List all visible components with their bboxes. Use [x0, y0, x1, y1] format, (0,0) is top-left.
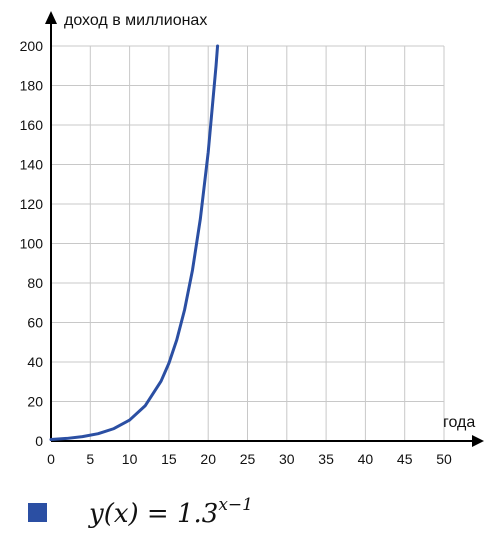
y-tick-label: 0 — [35, 433, 43, 449]
x-tick-label: 25 — [240, 451, 256, 467]
x-tick-label: 45 — [397, 451, 413, 467]
y-tick-label: 80 — [27, 275, 43, 291]
x-tick-label: 20 — [200, 451, 216, 467]
y-tick-label: 60 — [27, 315, 43, 331]
x-tick-label: 5 — [86, 451, 94, 467]
x-axis-title: года — [443, 414, 475, 431]
legend-label-exponent: x−1 — [218, 495, 253, 515]
y-tick-label: 140 — [20, 157, 44, 173]
x-tick-label: 40 — [358, 451, 374, 467]
x-tick-label: 0 — [47, 451, 55, 467]
series-group — [49, 44, 220, 441]
y-tick-label: 40 — [27, 354, 43, 370]
x-tick-label: 50 — [436, 451, 452, 467]
legend-label-base: y(x) = 1.3 — [88, 499, 218, 529]
x-tick-label: 30 — [279, 451, 295, 467]
legend: y(x) = 1.3x−1 — [28, 495, 253, 529]
legend-label: y(x) = 1.3x−1 — [88, 495, 253, 529]
y-tick-label: 160 — [20, 117, 44, 133]
y-tick-labels: 0 20 40 60 80 100 120 140 160 180 200 — [20, 38, 44, 449]
series-line — [49, 44, 220, 441]
y-tick-label: 200 — [20, 38, 44, 54]
x-tick-label: 35 — [318, 451, 334, 467]
x-tick-labels: 0 5 10 15 20 25 30 35 40 45 50 — [47, 451, 452, 467]
x-tick-label: 15 — [161, 451, 177, 467]
y-tick-label: 120 — [20, 196, 44, 212]
y-axis-arrow — [45, 11, 57, 24]
y-tick-label: 20 — [27, 394, 43, 410]
y-tick-label: 180 — [20, 78, 44, 94]
x-axis-arrow — [472, 435, 484, 447]
y-axis-title: доход в миллионах — [64, 12, 207, 29]
axes — [45, 11, 484, 447]
grid — [51, 45, 445, 441]
legend-swatch — [28, 503, 47, 522]
x-tick-label: 10 — [122, 451, 138, 467]
y-tick-label: 100 — [20, 236, 44, 252]
